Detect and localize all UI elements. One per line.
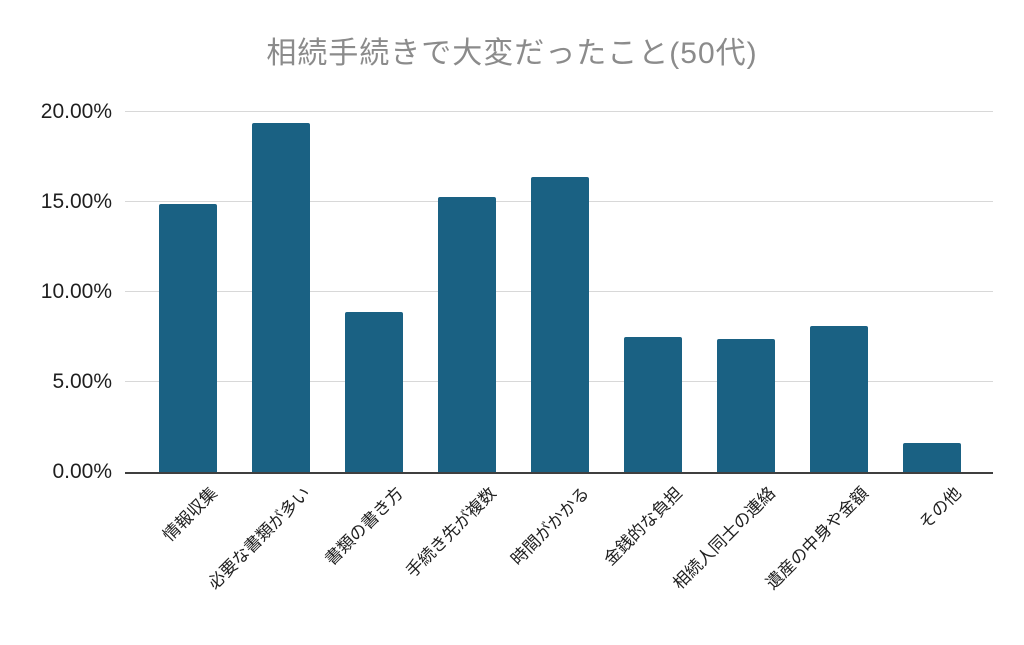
x-axis-category-label: 書類の書き方 [321, 483, 408, 570]
bar [345, 311, 404, 472]
x-axis-line [125, 472, 993, 474]
y-axis-tick-label: 0.00% [52, 460, 112, 483]
x-axis-category-label: その他 [915, 483, 965, 534]
gridline [125, 111, 993, 112]
x-axis-category-label: 時間がかかる [507, 483, 593, 570]
x-axis-category-label: 情報収集 [159, 483, 222, 546]
bar [438, 196, 497, 472]
bar [809, 326, 868, 472]
x-axis-category-label: 金銭的な負担 [600, 483, 686, 570]
bar [531, 176, 589, 472]
y-axis-tick-label: 20.00% [40, 100, 112, 123]
y-axis-tick-label: 15.00% [40, 190, 112, 213]
y-axis-tick-label: 10.00% [40, 280, 112, 303]
bar [252, 122, 311, 472]
x-axis-category-label: 手続き先が複数 [402, 483, 501, 582]
plot-area: 20.00% 15.00% 10.00% 5.00% 0.00% 情報収集 必要な書類が多い… [41, 100, 993, 593]
bar [716, 338, 775, 472]
bar [902, 443, 961, 472]
bar [623, 337, 682, 472]
bar [159, 203, 218, 472]
chart-title: 相続手続きで大変だったこと(50代) [266, 37, 758, 70]
y-axis-tick-label: 5.00% [52, 370, 112, 393]
